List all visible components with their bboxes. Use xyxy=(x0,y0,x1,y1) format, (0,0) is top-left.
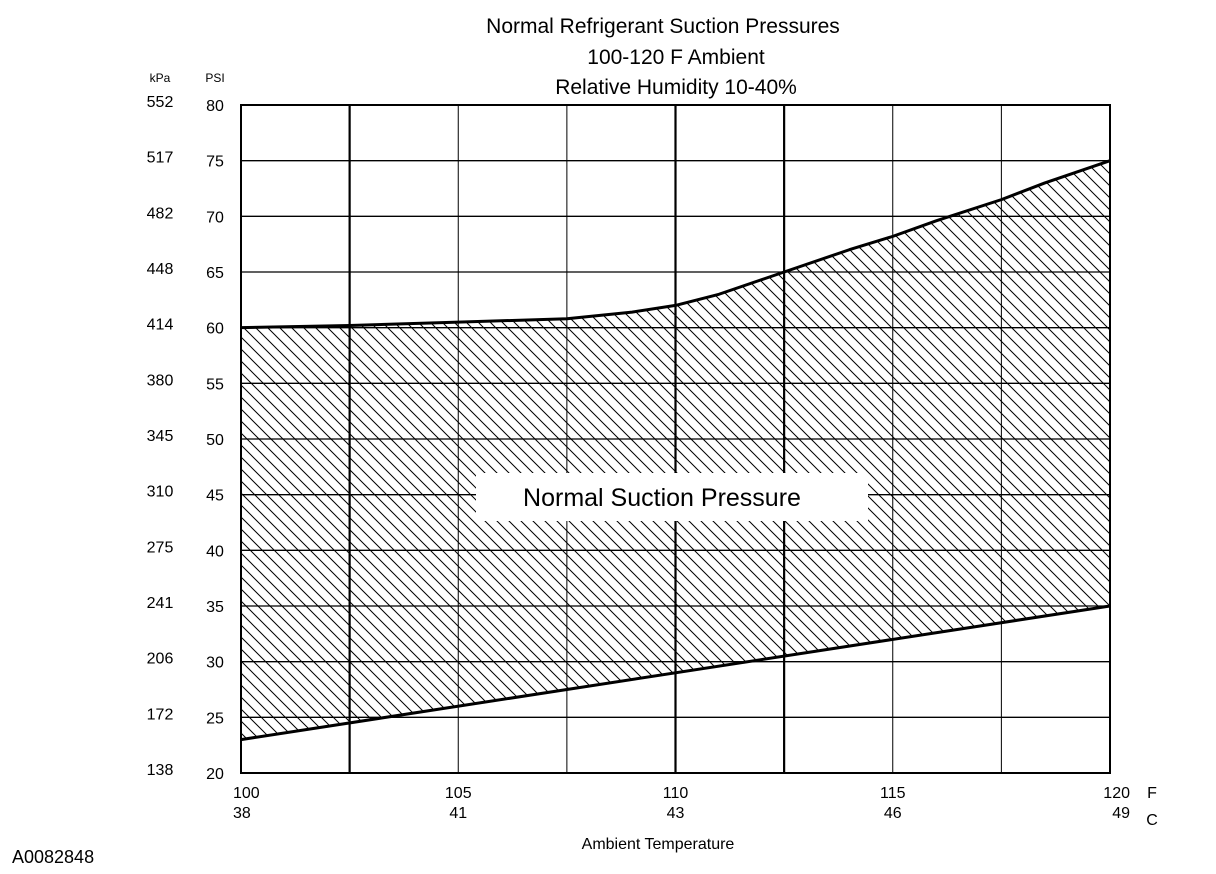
y-tick-psi: 30 xyxy=(206,655,224,672)
psi-axis-label: PSI xyxy=(205,71,224,85)
y-tick-psi: 40 xyxy=(206,543,224,560)
y-tick-psi: 80 xyxy=(206,98,224,115)
x-tick-celsius: 49 xyxy=(1112,805,1130,822)
x-tick-fahrenheit: 110 xyxy=(663,785,689,802)
y-tick-kpa: 482 xyxy=(147,205,174,222)
plot-frame xyxy=(240,104,1111,774)
y-tick-kpa: 552 xyxy=(147,94,174,111)
y-tick-psi: 60 xyxy=(206,321,224,338)
x-tick-labels: 100 38 105 41 110 43 115 46 120 49 xyxy=(233,785,1130,822)
y-tick-psi: 70 xyxy=(206,209,224,226)
y-tick-psi: 65 xyxy=(206,265,224,282)
y-tick-kpa: 380 xyxy=(147,372,174,389)
y-tick-kpa: 206 xyxy=(147,651,174,668)
x-tick-celsius: 46 xyxy=(884,805,902,822)
title-line-2: 100-120 F Ambient xyxy=(587,46,765,69)
y-tick-kpa: 172 xyxy=(147,706,174,723)
upper-bound-line xyxy=(240,159,1111,330)
title-line-3: Relative Humidity 10-40% xyxy=(555,76,797,99)
y-tick-psi: 20 xyxy=(206,766,224,783)
x-tick-celsius: 41 xyxy=(449,805,467,822)
y-tick-psi: 25 xyxy=(206,710,224,727)
y-tick-psi: 55 xyxy=(206,376,224,393)
y-tick-labels: 80 552 75 517 70 482 65 448 60 414 55 380 50 345 45 310… xyxy=(147,94,224,783)
region-label: Normal Suction Pressure xyxy=(523,484,801,512)
x-unit-fahrenheit: F xyxy=(1147,785,1157,802)
lower-bound-line xyxy=(240,604,1111,742)
x-tick-fahrenheit: 105 xyxy=(445,785,472,802)
y-tick-kpa: 241 xyxy=(147,595,174,612)
y-tick-kpa: 310 xyxy=(147,484,174,501)
y-tick-kpa: 275 xyxy=(147,539,174,556)
x-unit-celsius: C xyxy=(1146,812,1158,829)
y-tick-kpa: 345 xyxy=(147,428,174,445)
chart-title: Normal Refrigerant Suction Pressures 100… xyxy=(486,15,840,99)
region-label-background xyxy=(476,473,868,521)
kpa-axis-label: kPa xyxy=(150,71,171,85)
x-tick-fahrenheit: 120 xyxy=(1103,785,1130,802)
y-tick-kpa: 414 xyxy=(147,317,174,334)
y-tick-psi: 75 xyxy=(206,154,224,171)
y-tick-psi: 50 xyxy=(206,432,224,449)
x-tick-celsius: 43 xyxy=(667,805,685,822)
range-bounds xyxy=(240,159,1111,742)
x-tick-fahrenheit: 115 xyxy=(880,785,906,802)
y-tick-psi: 35 xyxy=(206,599,224,616)
title-line-1: Normal Refrigerant Suction Pressures xyxy=(486,15,840,38)
y-tick-psi: 45 xyxy=(206,488,224,505)
x-tick-fahrenheit: 100 xyxy=(233,785,260,802)
y-tick-kpa: 138 xyxy=(147,762,174,779)
figure-id: A0082848 xyxy=(12,847,94,867)
x-tick-celsius: 38 xyxy=(233,805,251,822)
y-tick-kpa: 448 xyxy=(147,261,174,278)
y-tick-kpa: 517 xyxy=(147,150,174,167)
x-axis-label: Ambient Temperature xyxy=(582,836,735,853)
